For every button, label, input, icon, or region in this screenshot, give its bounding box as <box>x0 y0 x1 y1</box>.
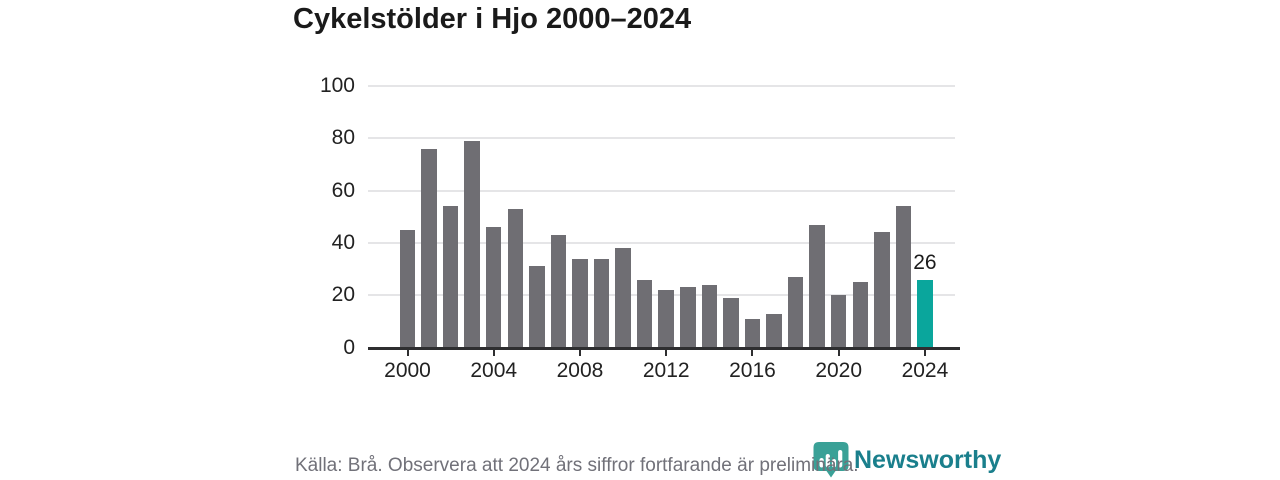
bar-2014 <box>701 284 718 348</box>
bar-2004 <box>485 227 502 348</box>
x-tick-label-2024: 2024 <box>901 358 949 382</box>
bar-2007 <box>550 235 567 348</box>
bar-2020 <box>830 295 847 348</box>
x-axis-line <box>368 346 960 350</box>
newsworthy-logo-text: Newsworthy <box>854 445 1002 474</box>
y-tick-label-100: 100 <box>319 74 355 97</box>
bar-2017 <box>766 313 782 348</box>
newsworthy-badge-bar-chart-icon <box>813 442 849 478</box>
bar-2013 <box>680 287 696 348</box>
bar-2024 <box>917 279 933 348</box>
x-tick-2008 <box>578 349 581 356</box>
source-note: Källa: Brå. Observera att 2024 års siffr… <box>295 455 859 476</box>
bar-2018 <box>787 276 804 348</box>
x-tick-label-2020: 2020 <box>815 358 863 382</box>
bar-2022 <box>874 232 890 348</box>
bar-value-label-2024: 26 <box>913 250 937 274</box>
x-tick-label-2016: 2016 <box>729 358 776 382</box>
newsworthy-logo: Newsworthy <box>812 441 1001 479</box>
x-tick-label-2008: 2008 <box>556 358 604 382</box>
bar-2019 <box>809 224 825 348</box>
bar-2012 <box>658 289 674 348</box>
bar-2023 <box>895 206 912 348</box>
bar-2005 <box>507 208 524 348</box>
bar-2003 <box>464 140 480 348</box>
x-tick-2000 <box>406 349 409 356</box>
y-tick-label-80: 80 <box>331 126 355 150</box>
y-tick-label-0: 0 <box>343 335 355 359</box>
bar-2011 <box>636 279 653 348</box>
bar-2015 <box>723 297 739 348</box>
x-tick-label-2000: 2000 <box>384 358 431 382</box>
gridline-80 <box>368 137 955 140</box>
gridline-60 <box>368 189 955 192</box>
bar-2000 <box>399 229 416 348</box>
x-tick-label-2004: 2004 <box>470 358 518 382</box>
chart-title: Cykelstölder i Hjo 2000–2024 <box>293 3 692 35</box>
bar-2002 <box>442 206 459 348</box>
bar-2009 <box>593 258 610 348</box>
x-tick-2020 <box>837 349 840 356</box>
x-tick-2016 <box>751 349 754 356</box>
y-tick-label-60: 60 <box>331 178 355 202</box>
gridline-100 <box>368 85 955 87</box>
bar-2008 <box>572 258 588 348</box>
x-tick-label-2012: 2012 <box>642 358 690 382</box>
bar-2006 <box>529 266 545 348</box>
y-tick-label-40: 40 <box>331 230 355 254</box>
bar-2021 <box>852 282 868 348</box>
x-tick-2012 <box>665 349 668 356</box>
bar-2001 <box>421 148 437 348</box>
gridline-40 <box>368 241 955 244</box>
x-tick-2004 <box>492 349 495 356</box>
bar-2010 <box>615 248 631 348</box>
y-tick-label-20: 20 <box>331 283 355 307</box>
x-tick-2024 <box>923 349 926 356</box>
bar-2016 <box>744 318 761 348</box>
